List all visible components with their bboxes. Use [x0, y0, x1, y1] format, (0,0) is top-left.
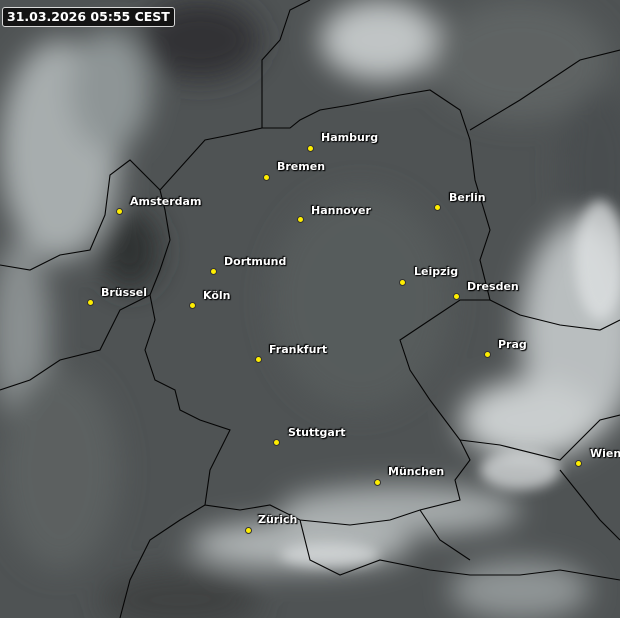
city-dot	[210, 268, 217, 275]
city-dot	[189, 302, 196, 309]
city-dot	[297, 216, 304, 223]
city-label: Bremen	[277, 160, 326, 173]
city-dot	[263, 174, 270, 181]
city-dot	[575, 460, 582, 467]
city-label: Prag	[498, 338, 527, 351]
city-label: München	[388, 465, 445, 478]
city-dot	[453, 293, 460, 300]
city-dot	[399, 279, 406, 286]
city-dot	[484, 351, 491, 358]
city-dot	[255, 356, 262, 363]
city-label: Berlin	[449, 191, 486, 204]
city-label: Stuttgart	[288, 426, 346, 439]
city-dot	[87, 299, 94, 306]
city-dot	[245, 527, 252, 534]
city-label: Dortmund	[224, 255, 287, 268]
city-label: Amsterdam	[130, 195, 202, 208]
city-label: Hannover	[311, 204, 371, 217]
city-label: Hamburg	[321, 131, 379, 144]
city-dot	[434, 204, 441, 211]
timestamp-label: 31.03.2026 05:55 CEST	[2, 7, 175, 27]
city-dot	[307, 145, 314, 152]
city-label: Brüssel	[101, 286, 147, 299]
city-dot	[273, 439, 280, 446]
city-label: Köln	[203, 289, 231, 302]
city-label: Wien	[590, 447, 620, 460]
city-label: Frankfurt	[269, 343, 328, 356]
city-dot	[374, 479, 381, 486]
city-dot	[116, 208, 123, 215]
city-label: Zürich	[258, 513, 298, 526]
city-label: Leipzig	[414, 265, 459, 278]
city-label: Dresden	[467, 280, 519, 293]
